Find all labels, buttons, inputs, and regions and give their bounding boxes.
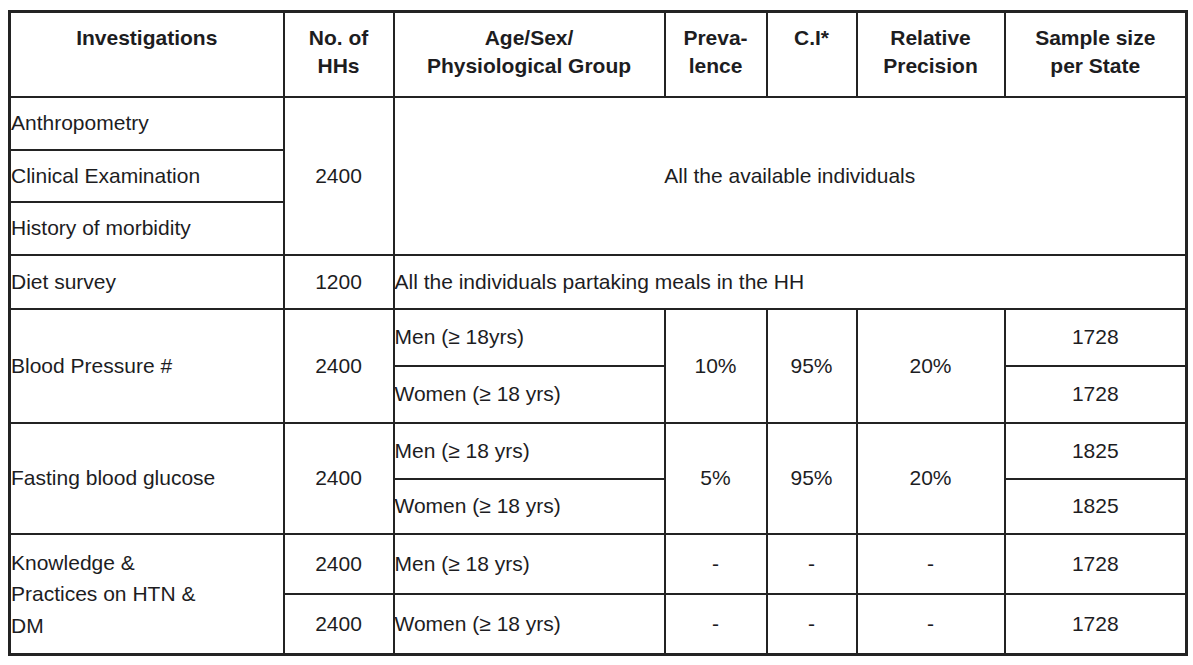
cell-general-note: All the available individuals (394, 97, 1187, 255)
cell-investigation-diet-survey: Diet survey (10, 255, 284, 309)
cell-kn-relative-precision-men: - (857, 534, 1005, 594)
header-sample-size: Sample size per State (1005, 12, 1187, 97)
cell-fg-sample-women: 1825 (1005, 479, 1187, 534)
cell-fg-group-men: Men (≥ 18 yrs) (394, 423, 665, 479)
cell-kn-ci-women: - (767, 594, 857, 655)
cell-kn-ci-men: - (767, 534, 857, 594)
table-row-blood-pressure-men: Blood Pressure # 2400 Men (≥ 18yrs) 10% … (10, 309, 1187, 366)
table-row-knowledge-men: Knowledge & Practices on HTN & DM 2400 M… (10, 534, 1187, 594)
header-row: Investigations No. of HHs Age/Sex/ Physi… (10, 12, 1187, 97)
cell-bp-group-women: Women (≥ 18 yrs) (394, 366, 665, 423)
cell-kn-group-women: Women (≥ 18 yrs) (394, 594, 665, 655)
cell-investigation-clinical-examination: Clinical Examination (10, 150, 284, 202)
cell-kn-investigation: Knowledge & Practices on HTN & DM (10, 534, 284, 655)
cell-kn-sample-women: 1728 (1005, 594, 1187, 655)
cell-investigation-anthropometry: Anthropometry (10, 97, 284, 150)
header-investigations: Investigations (10, 12, 284, 97)
cell-bp-group-men: Men (≥ 18yrs) (394, 309, 665, 366)
cell-bp-sample-men: 1728 (1005, 309, 1187, 366)
cell-general-hhs: 2400 (284, 97, 394, 255)
header-relative-precision: Relative Precision (857, 12, 1005, 97)
cell-diet-note: All the individuals partaking meals in t… (394, 255, 1187, 309)
cell-bp-sample-women: 1728 (1005, 366, 1187, 423)
cell-bp-hhs: 2400 (284, 309, 394, 423)
table-row-diet-survey: Diet survey 1200 All the individuals par… (10, 255, 1187, 309)
table-row-anthropometry: Anthropometry 2400 All the available ind… (10, 97, 1187, 150)
cell-fg-investigation: Fasting blood glucose (10, 423, 284, 534)
cell-kn-sample-men: 1728 (1005, 534, 1187, 594)
cell-bp-prevalence: 10% (665, 309, 767, 423)
header-ci: C.I* (767, 12, 857, 97)
cell-fg-sample-men: 1825 (1005, 423, 1187, 479)
cell-fg-ci: 95% (767, 423, 857, 534)
cell-kn-group-men: Men (≥ 18 yrs) (394, 534, 665, 594)
cell-fg-prevalence: 5% (665, 423, 767, 534)
header-age-sex-group: Age/Sex/ Physiological Group (394, 12, 665, 97)
cell-kn-hhs-women: 2400 (284, 594, 394, 655)
cell-kn-prevalence-men: - (665, 534, 767, 594)
cell-kn-relative-precision-women: - (857, 594, 1005, 655)
cell-diet-hhs: 1200 (284, 255, 394, 309)
cell-kn-hhs-men: 2400 (284, 534, 394, 594)
table-row-fasting-glucose-men: Fasting blood glucose 2400 Men (≥ 18 yrs… (10, 423, 1187, 479)
cell-bp-ci: 95% (767, 309, 857, 423)
cell-fg-group-women: Women (≥ 18 yrs) (394, 479, 665, 534)
cell-bp-investigation: Blood Pressure # (10, 309, 284, 423)
cell-fg-hhs: 2400 (284, 423, 394, 534)
cell-kn-prevalence-women: - (665, 594, 767, 655)
sampling-design-table: Investigations No. of HHs Age/Sex/ Physi… (8, 10, 1188, 656)
header-no-of-hhs: No. of HHs (284, 12, 394, 97)
cell-investigation-history-morbidity: History of morbidity (10, 202, 284, 255)
cell-fg-relative-precision: 20% (857, 423, 1005, 534)
cell-bp-relative-precision: 20% (857, 309, 1005, 423)
header-prevalence: Preva- lence (665, 12, 767, 97)
